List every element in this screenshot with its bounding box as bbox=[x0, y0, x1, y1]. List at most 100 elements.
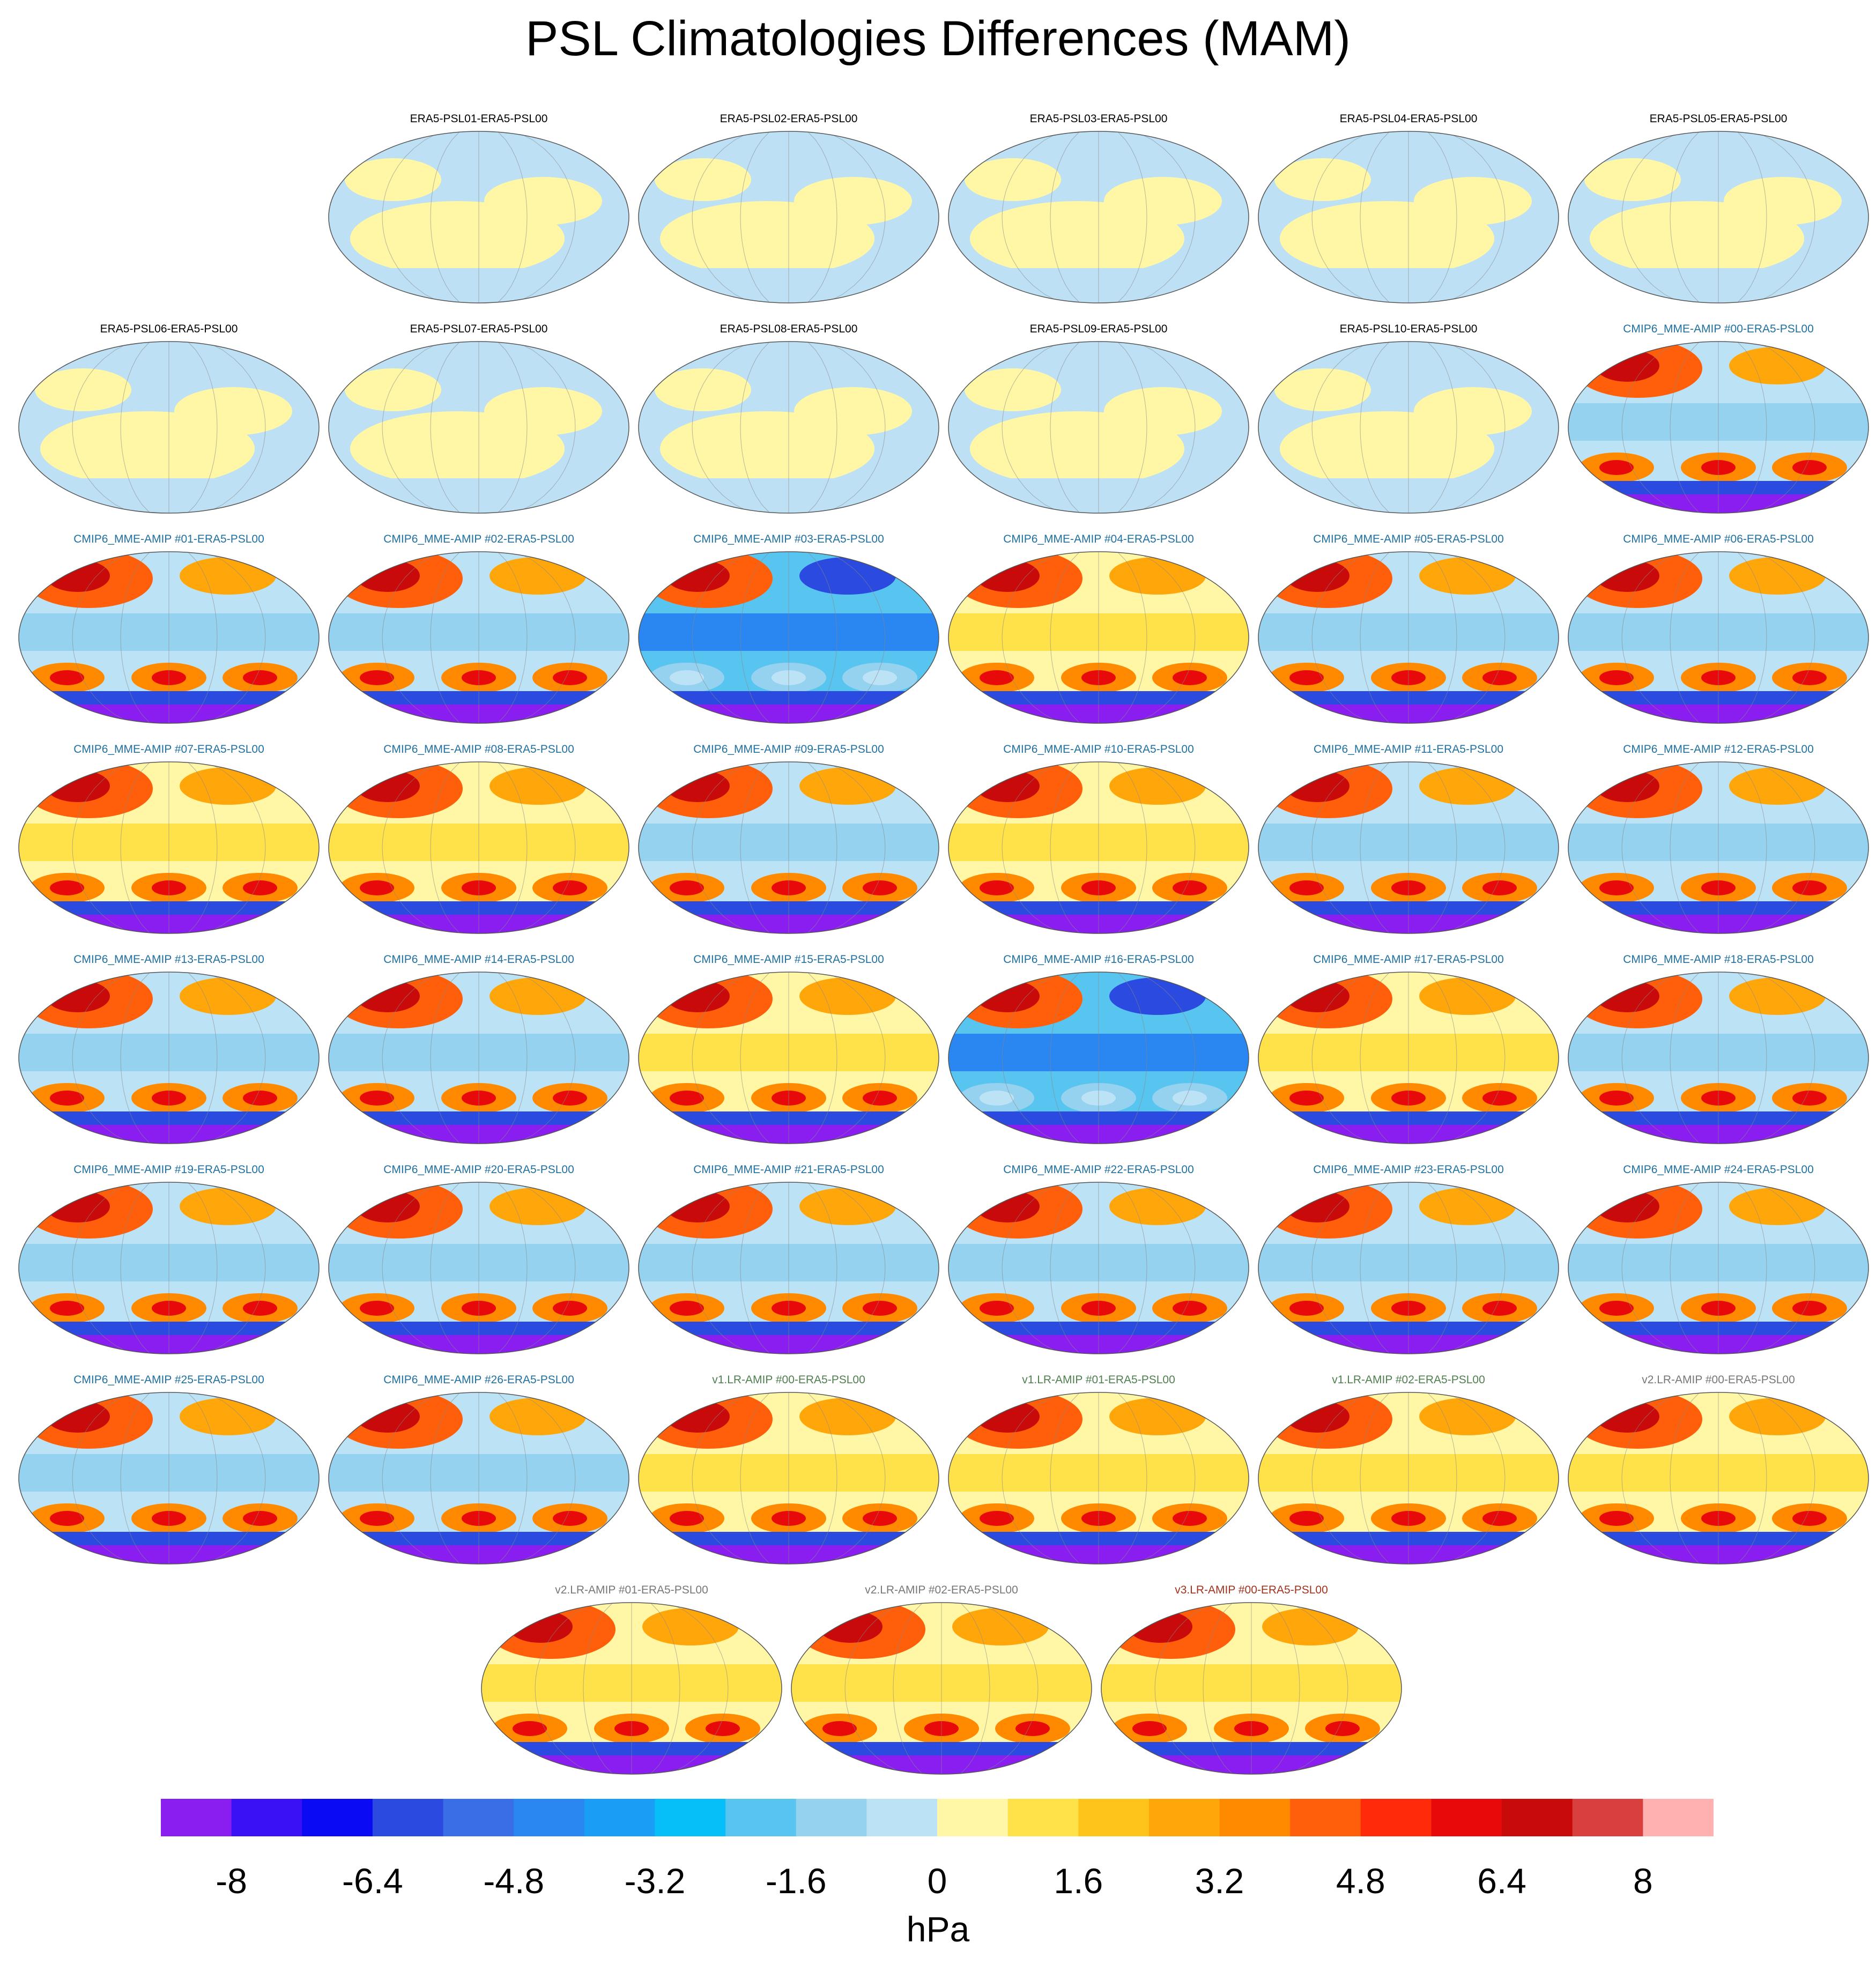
field-northern-high-core bbox=[46, 770, 110, 802]
meridian-line bbox=[516, 762, 576, 933]
meridian-line bbox=[1136, 972, 1196, 1144]
field-positive-patch bbox=[345, 368, 441, 411]
map-panel: CMIP6_MME-AMIP #11-ERA5-PSL00 bbox=[1256, 743, 1561, 952]
meridian-line bbox=[120, 552, 151, 723]
meridian-line bbox=[740, 1182, 770, 1354]
map-outline bbox=[948, 761, 1249, 934]
colorbar-segment bbox=[372, 1799, 444, 1836]
map-outline bbox=[1568, 131, 1869, 303]
field-positive-patch bbox=[1104, 387, 1222, 435]
global-map bbox=[791, 1602, 1092, 1775]
map-panel: v1.LR-AMIP #02-ERA5-PSL00 bbox=[1256, 1374, 1561, 1583]
colorbar-tick-label: -1.6 bbox=[765, 1861, 827, 1901]
panel-title: CMIP6_MME-AMIP #23-ERA5-PSL00 bbox=[1313, 1163, 1504, 1176]
field-northern-high-core bbox=[1285, 1190, 1349, 1222]
meridian-line bbox=[1755, 342, 1815, 513]
meridian-line bbox=[1670, 131, 1700, 303]
field-southern-high-core bbox=[553, 1301, 587, 1316]
meridian-line bbox=[72, 972, 132, 1144]
meridian-line bbox=[807, 342, 837, 513]
field-southern-high-core bbox=[1015, 1721, 1050, 1736]
panel-title: ERA5-PSL08-ERA5-PSL00 bbox=[720, 323, 858, 335]
global-map bbox=[638, 341, 939, 514]
panel-title: CMIP6_MME-AMIP #25-ERA5-PSL00 bbox=[73, 1374, 264, 1386]
meridian-line bbox=[692, 1392, 752, 1564]
meridian-line bbox=[206, 1392, 266, 1564]
map-outline bbox=[1258, 1392, 1559, 1565]
map-panel: CMIP6_MME-AMIP #22-ERA5-PSL00 bbox=[946, 1163, 1251, 1373]
meridian-line bbox=[206, 762, 266, 933]
field-northern-feature bbox=[1109, 557, 1206, 595]
meridian-line bbox=[120, 1182, 151, 1354]
meridian-line bbox=[1136, 1392, 1196, 1564]
colorbar-tick-label: -8 bbox=[216, 1861, 247, 1901]
colorbar-segment bbox=[584, 1799, 655, 1836]
panel-title: CMIP6_MME-AMIP #00-ERA5-PSL00 bbox=[1623, 323, 1814, 335]
field-southern-high-core bbox=[50, 1301, 84, 1316]
map-outline bbox=[638, 761, 939, 934]
field-positive-patch bbox=[1104, 177, 1222, 225]
meridian-line bbox=[692, 972, 752, 1144]
field-positive-patch bbox=[1584, 158, 1681, 201]
meridian-line bbox=[382, 972, 442, 1144]
map-outline bbox=[1101, 1602, 1402, 1775]
meridian-line bbox=[1427, 552, 1457, 723]
meridian-line bbox=[740, 762, 770, 933]
field-southern-high-core bbox=[1599, 1091, 1634, 1106]
meridian-line bbox=[893, 1603, 923, 1774]
colorbar-segment bbox=[231, 1799, 302, 1836]
field-southern-high-core bbox=[360, 670, 394, 685]
meridian-line bbox=[692, 1182, 752, 1354]
global-map bbox=[638, 131, 939, 303]
panel-title: ERA5-PSL10-ERA5-PSL00 bbox=[1339, 323, 1478, 335]
meridian-line bbox=[1360, 972, 1390, 1144]
meridian-line bbox=[1670, 1392, 1700, 1564]
meridian-line bbox=[1117, 342, 1147, 513]
panel-title: CMIP6_MME-AMIP #13-ERA5-PSL00 bbox=[73, 953, 264, 966]
field-positive-patch bbox=[174, 387, 292, 435]
meridian-line bbox=[382, 1182, 442, 1354]
meridian-line bbox=[1360, 131, 1390, 303]
meridian-line bbox=[1737, 1392, 1767, 1564]
meridian-line bbox=[382, 131, 442, 303]
meridian-line bbox=[807, 552, 837, 723]
map-outline bbox=[638, 551, 939, 724]
meridian-line bbox=[187, 1392, 218, 1564]
map-panel: CMIP6_MME-AMIP #15-ERA5-PSL00 bbox=[636, 953, 941, 1162]
map-outline bbox=[638, 1182, 939, 1354]
global-map bbox=[18, 761, 320, 934]
field-northern-high-core bbox=[665, 1190, 730, 1222]
meridian-line bbox=[1670, 762, 1700, 933]
meridian-line bbox=[1002, 762, 1062, 933]
meridian-line bbox=[430, 131, 461, 303]
map-outline bbox=[1568, 972, 1869, 1144]
panel-title: v1.LR-AMIP #02-ERA5-PSL00 bbox=[1332, 1374, 1485, 1386]
field-southern-high-core bbox=[1599, 670, 1634, 685]
field-northern-high-core bbox=[1128, 1611, 1192, 1643]
field-southern-high-core bbox=[50, 880, 84, 895]
map-outline bbox=[1258, 551, 1559, 724]
global-map bbox=[948, 341, 1249, 514]
meridian-line bbox=[1755, 1182, 1815, 1354]
meridian-line bbox=[1002, 552, 1062, 723]
map-outline bbox=[1258, 131, 1559, 303]
meridian-line bbox=[1311, 131, 1371, 303]
meridian-line bbox=[1288, 1603, 1348, 1774]
panel-title: CMIP6_MME-AMIP #21-ERA5-PSL00 bbox=[693, 1163, 884, 1176]
field-northern-feature bbox=[1109, 1188, 1206, 1225]
meridian-line bbox=[1621, 552, 1681, 723]
field-southern-high-core bbox=[1173, 880, 1207, 895]
field-southern-high-core bbox=[863, 670, 897, 685]
field-positive-patch bbox=[484, 387, 602, 435]
meridian-line bbox=[807, 1392, 837, 1564]
meridian-line bbox=[1755, 131, 1815, 303]
field-northern-high-core bbox=[1595, 770, 1659, 802]
field-northern-feature bbox=[490, 557, 586, 595]
meridian-line bbox=[430, 762, 461, 933]
field-southern-high-core bbox=[980, 1511, 1014, 1526]
global-map bbox=[638, 1182, 939, 1354]
meridian-line bbox=[1670, 552, 1700, 723]
field-northern-feature bbox=[1729, 1398, 1826, 1435]
field-southern-high-core bbox=[1289, 1511, 1324, 1526]
field-northern-high-core bbox=[975, 980, 1040, 1012]
